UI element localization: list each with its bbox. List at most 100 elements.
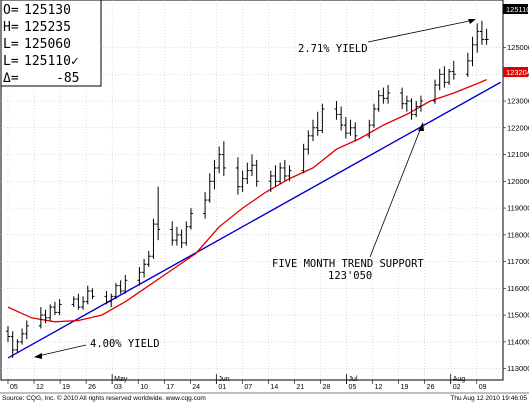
ohlc-bar xyxy=(437,68,442,91)
ohlc-bar xyxy=(43,309,48,324)
ohlc-bar xyxy=(137,266,142,286)
ohlc-bar xyxy=(334,101,339,120)
y-tick-label: 121000 xyxy=(507,150,529,159)
y-tick-label: 118000 xyxy=(507,230,529,239)
ohlc-bar xyxy=(85,285,90,305)
x-tick-label: 02 xyxy=(453,384,461,391)
ohlc-bar xyxy=(235,157,240,195)
month-label: May xyxy=(114,376,128,383)
ohlc-bar xyxy=(189,208,193,230)
x-tick-label: 01 xyxy=(218,384,226,391)
moving-average-layer xyxy=(7,79,487,323)
annotation-arrow-yield-high xyxy=(367,19,475,43)
ohlc-bar xyxy=(414,101,419,118)
last-price-marker: 125110 xyxy=(503,4,529,14)
ohlc-bar xyxy=(170,221,175,246)
ohlc-bar xyxy=(404,95,409,112)
ohlc-bar xyxy=(475,23,480,53)
last-price-label: 125110 xyxy=(506,5,529,14)
ohlc-bar xyxy=(433,79,437,104)
x-tick-label: 21 xyxy=(296,384,304,391)
moving-average-label: 123204 xyxy=(506,68,529,77)
x-tick-label: 05 xyxy=(10,384,18,391)
ohlc-bar xyxy=(113,282,118,300)
ohlc-bar xyxy=(301,143,306,174)
ohlc-bar xyxy=(479,20,484,45)
x-tick-label: 19 xyxy=(62,384,70,391)
y-tick-label: 117000 xyxy=(507,257,529,266)
x-tick-label: 09 xyxy=(479,384,487,391)
ohlc-bar xyxy=(311,119,315,142)
ohlc-bar xyxy=(240,170,245,193)
ohlc-bar xyxy=(203,192,208,219)
ohlc-bar xyxy=(207,173,212,203)
ohlc-bar xyxy=(278,162,283,184)
ohlc-bar xyxy=(268,170,273,193)
ohlc-bar xyxy=(109,293,114,308)
ohlc-bar xyxy=(320,103,325,134)
x-tick-label: 07 xyxy=(244,384,252,391)
ohlc-bar xyxy=(57,299,62,316)
trend-line xyxy=(7,81,502,359)
x-tick-label: 12 xyxy=(36,384,44,391)
ohlc-bar xyxy=(306,130,311,155)
ohlc-bar xyxy=(146,250,151,267)
ohlc-bar xyxy=(151,218,156,259)
x-tick-label: 28 xyxy=(323,384,331,391)
ohlc-bar xyxy=(484,28,489,45)
ohlc-bar xyxy=(372,103,376,128)
ohlc-bar xyxy=(353,122,358,142)
annotation-trend-level: 123'050 xyxy=(328,270,372,282)
annotation-yield-low: 4.00% YIELD xyxy=(90,338,160,350)
ohlc-bar xyxy=(10,331,15,358)
ohlc-bar xyxy=(465,52,470,77)
ohlc-bar xyxy=(104,291,109,305)
ohlc-bar xyxy=(52,301,57,316)
ohlc-readout-box xyxy=(0,0,102,87)
moving-average-line xyxy=(7,79,487,323)
y-tick-label: 122000 xyxy=(507,123,529,132)
ohlc-bar xyxy=(315,111,320,136)
x-tick-label: 24 xyxy=(192,384,200,391)
month-label: Jun xyxy=(218,376,229,383)
ohlc-bar xyxy=(118,280,123,294)
ohlc-bar xyxy=(76,293,81,310)
ohlc-key-change: Δ= xyxy=(3,71,19,86)
ohlc-bar xyxy=(451,60,456,80)
x-tick-label: 19 xyxy=(401,384,409,391)
footer-copyright: Source: CQG, Inc. © 2010 All rights rese… xyxy=(2,394,206,402)
arrowhead-icon xyxy=(468,19,476,24)
month-label: Jul xyxy=(349,376,358,383)
ohlc-bar xyxy=(179,229,184,249)
ohlc-bar xyxy=(221,141,226,176)
annotation-yield-high: 2.71% YIELD xyxy=(298,43,368,55)
x-tick-label: 14 xyxy=(270,384,278,391)
ohlc-bar xyxy=(81,296,86,310)
ohlc-readout: O= 125130 H= 125235 L= 125060 L= 125110✓… xyxy=(0,0,102,87)
ohlc-bar xyxy=(409,98,414,120)
ohlc-bar xyxy=(6,325,10,342)
ohlc-bar xyxy=(48,304,53,321)
ohlc-bar xyxy=(470,36,475,67)
ohlc-bar xyxy=(386,84,391,104)
ohlc-bar xyxy=(367,119,372,139)
ohlc-bar xyxy=(348,119,353,136)
x-tick-label: 12 xyxy=(375,384,383,391)
ohlc-bar xyxy=(381,87,386,104)
arrowhead-icon xyxy=(34,353,42,359)
ohlc-bar xyxy=(442,66,447,88)
ohlc-bar xyxy=(174,226,179,246)
ohlc-bar xyxy=(142,258,147,278)
annotation-arrow-yield-low xyxy=(37,344,87,357)
ohlc-bar xyxy=(245,162,250,184)
ohlc-bar xyxy=(447,68,452,85)
x-tick-label: 26 xyxy=(88,384,96,391)
moving-average-marker: 123204 xyxy=(503,67,529,77)
y-tick-label: 113000 xyxy=(507,364,529,373)
x-tick-label: 17 xyxy=(166,384,174,391)
ohlc-bar xyxy=(250,154,254,176)
ohlc-value-low: 125060 xyxy=(24,37,71,52)
x-tick-label: 26 xyxy=(427,384,435,391)
